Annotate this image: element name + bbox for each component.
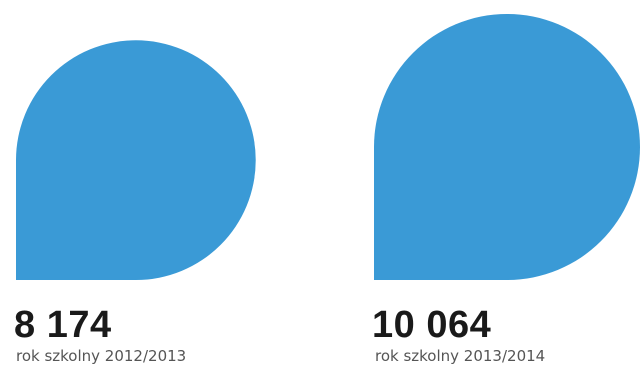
category-label-2012-2013: rok szkolny 2012/2013: [16, 347, 187, 365]
value-label-2012-2013: 8 174: [14, 304, 112, 346]
value-label-2013-2014: 10 064: [372, 304, 492, 346]
drop-shape-2013-2014: [374, 14, 640, 280]
drop-shape-2012-2013: [16, 40, 256, 280]
category-label-2013-2014: rok szkolny 2013/2014: [375, 347, 546, 365]
